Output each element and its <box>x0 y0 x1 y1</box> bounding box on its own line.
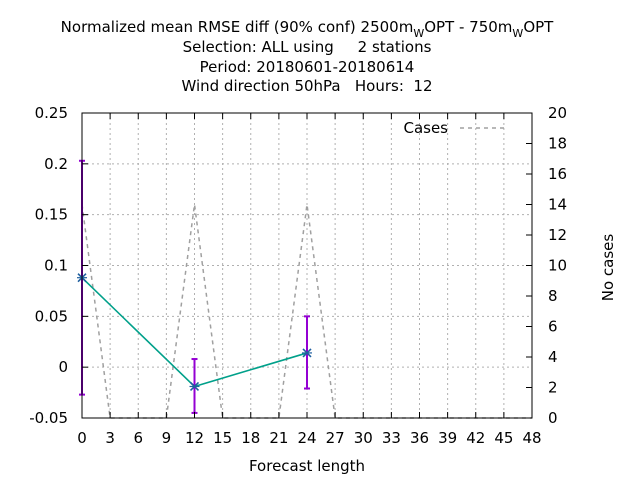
x-tick-label: 30 <box>354 429 373 447</box>
x-tick-label: 18 <box>241 429 260 447</box>
plot-series <box>77 159 532 419</box>
x-tick-label: 45 <box>494 429 513 447</box>
x-tick-label: 15 <box>213 429 232 447</box>
y2-tick-label: 0 <box>548 409 558 427</box>
y-tick-label: -0.05 <box>29 409 68 427</box>
y2-tick-label: 16 <box>548 165 567 183</box>
x-tick-label: 42 <box>466 429 485 447</box>
y-tick-label: 0.25 <box>35 104 68 122</box>
data-point <box>189 381 200 392</box>
chart-title: Normalized mean RMSE diff (90% conf) 250… <box>61 18 554 95</box>
legend: Cases <box>403 119 506 137</box>
y-tick-label: 0.2 <box>44 155 68 173</box>
y2-tick-label: 18 <box>548 135 567 153</box>
y2-tick-label: 12 <box>548 226 567 244</box>
chart-title-line-2: Selection: ALL using 2 stations <box>183 38 432 56</box>
x-tick-label: 3 <box>105 429 115 447</box>
y2-tick-label: 4 <box>548 348 558 366</box>
y2-tick-label: 8 <box>548 287 558 305</box>
x-tick-label: 24 <box>297 429 316 447</box>
chart-title-line-1: Normalized mean RMSE diff (90% conf) 250… <box>61 18 554 40</box>
y2-tick-label: 2 <box>548 379 558 397</box>
x-tick-label: 39 <box>438 429 457 447</box>
x-tick-label: 33 <box>382 429 401 447</box>
y2-tick-label: 14 <box>548 196 567 214</box>
x-tick-label: 0 <box>77 429 87 447</box>
axis-ticks: 0 3 6 9 12 15 18 21 24 27 30 33 36 39 42 45 48-0.0500.05… <box>29 104 567 447</box>
y2-axis-label: No cases <box>599 234 617 302</box>
x-tick-label: 48 <box>522 429 541 447</box>
y-tick-label: 0.1 <box>44 257 68 275</box>
x-tick-label: 9 <box>162 429 172 447</box>
y-tick-label: 0.05 <box>35 307 68 325</box>
x-tick-label: 36 <box>410 429 429 447</box>
data-point <box>302 348 312 358</box>
y-tick-label: 0.15 <box>35 206 68 224</box>
chart-title-line-3: Period: 20180601-20180614 <box>200 58 415 76</box>
y2-tick-label: 6 <box>548 318 558 336</box>
x-tick-label: 27 <box>326 429 345 447</box>
x-tick-label: 12 <box>185 429 204 447</box>
chart-title-line-4: Wind direction 50hPa Hours: 12 <box>181 77 432 95</box>
x-axis-label: Forecast length <box>249 457 365 475</box>
legend-label-cases: Cases <box>403 119 448 137</box>
x-tick-label: 21 <box>269 429 288 447</box>
y2-tick-label: 10 <box>548 257 567 275</box>
x-tick-label: 6 <box>133 429 143 447</box>
y2-tick-label: 20 <box>548 104 567 122</box>
y-tick-label: 0 <box>58 358 68 376</box>
